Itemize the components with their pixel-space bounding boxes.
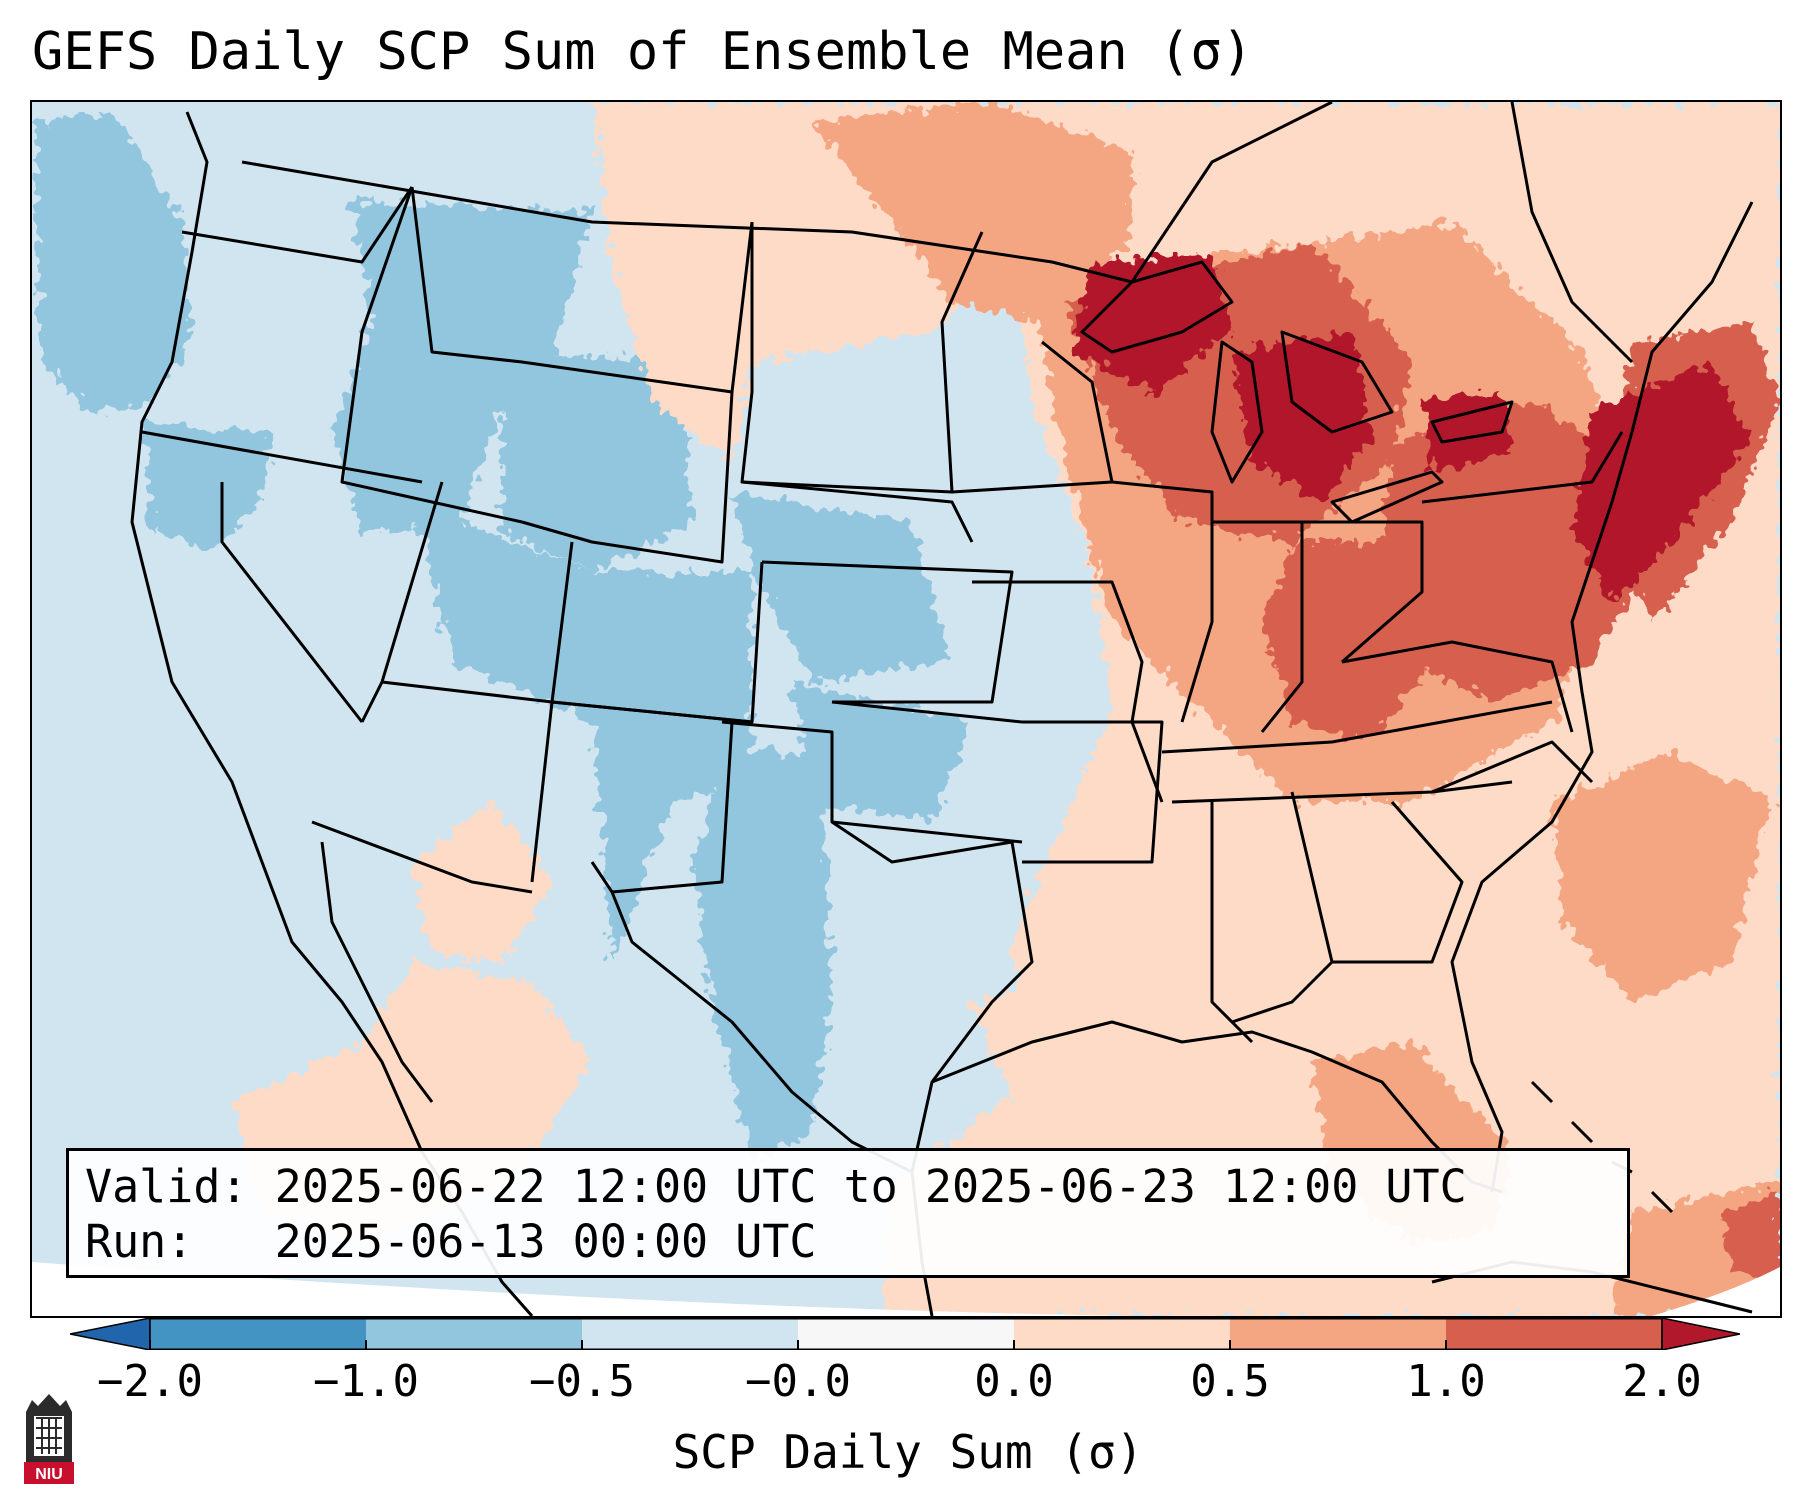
colorbar [70,1318,1740,1350]
colorbar-segment [582,1318,798,1350]
colorbar-tick-label: 0.0 [974,1356,1053,1407]
colorbar-tick-label: 2.0 [1622,1356,1701,1407]
colorbar-segment [1446,1318,1662,1350]
niu-logo: NIU [20,1392,78,1486]
colorbar-segment [366,1318,582,1350]
colorbar-segment [1230,1318,1446,1350]
colorbar-tick-label: −2.0 [97,1356,203,1407]
map-canvas [32,102,1780,1316]
colorbar-tick-label: −0.5 [529,1356,635,1407]
validity-info-box: Valid: 2025-06-22 12:00 UTC to 2025-06-2… [66,1148,1630,1278]
chart-title: GEFS Daily SCP Sum of Ensemble Mean (σ) [32,22,1253,82]
colorbar-label: SCP Daily Sum (σ) [673,1425,1144,1479]
colorbar-tick-label: −0.0 [745,1356,851,1407]
colorbar-segment [798,1318,1014,1350]
colorbar-segment [150,1318,366,1350]
colorbar-extend-high [1662,1318,1740,1350]
valid-time-line: Valid: 2025-06-22 12:00 UTC to 2025-06-2… [85,1159,1611,1214]
svg-text:NIU: NIU [35,1466,63,1483]
run-time-line: Run: 2025-06-13 00:00 UTC [85,1214,1611,1269]
colorbar-extend-low [70,1318,150,1350]
colorbar-tick-label: 1.0 [1406,1356,1485,1407]
colorbar-segment [1014,1318,1230,1350]
colorbar-tick-label: −1.0 [313,1356,419,1407]
map-panel [30,100,1782,1318]
colorbar-tick-label: 0.5 [1190,1356,1269,1407]
